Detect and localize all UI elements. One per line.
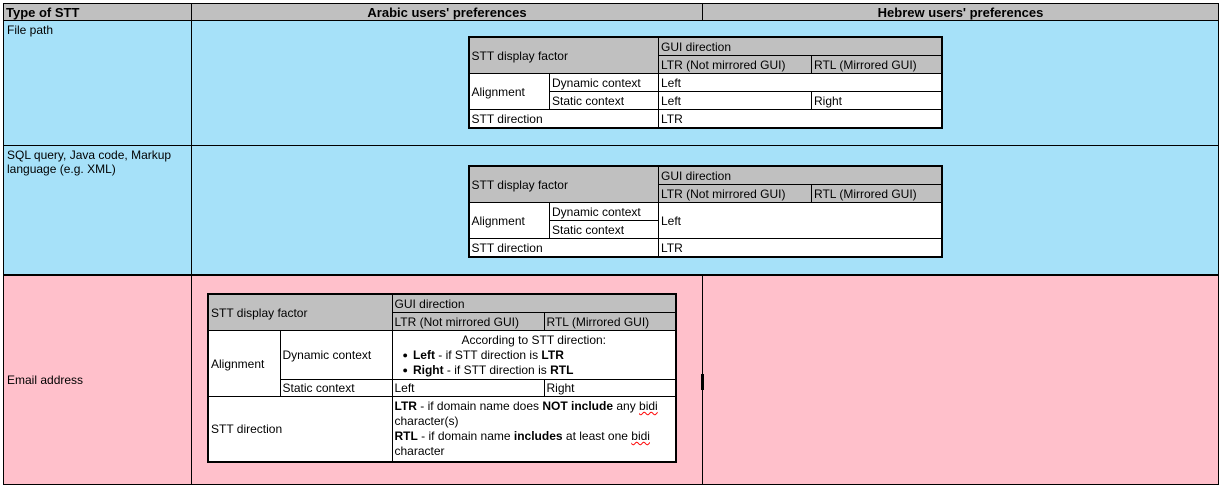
direction-rule-ltr: LTR - if domain name does NOT include an… (394, 398, 658, 428)
dynamic-bullet-item: ● Left - if STT direction is LTR (395, 348, 674, 363)
subtable-gui-columns-row: LTR (Not mirrored GUI) RTL (Mirrored GUI… (208, 312, 677, 331)
stt-direction-label: STT direction (207, 396, 393, 462)
dynamic-bullet-item: ● Right - if STT direction is RTL (395, 363, 674, 378)
subtable-header-row: STT display factor GUI direction (468, 165, 942, 203)
stt-display-factor-header: STT display factor (468, 165, 659, 203)
stt-direction-label: STT direction (468, 109, 659, 129)
rtl-gui-header: RTL (Mirrored GUI) (811, 184, 942, 203)
file-path-static-rtl-value: Right (811, 91, 942, 110)
caret-artifact (701, 374, 704, 390)
subtable-header-row: STT display factor GUI direction (468, 36, 942, 74)
gui-direction-header: GUI direction (658, 36, 942, 56)
row-label-file-path: File path (3, 20, 192, 146)
static-context-row: Static context Left Right (469, 91, 942, 110)
subtable-header-row: STT display factor GUI direction (207, 293, 677, 331)
row-label-sql-java-markup: SQL query, Java code, Markup language (e… (3, 145, 192, 276)
static-context-row: Static context Left Right (208, 379, 677, 397)
alignment-label: Alignment (468, 202, 550, 239)
bullet-icon: ● (402, 364, 408, 375)
subtable-gui-columns-row: LTR (Not mirrored GUI) RTL (Mirrored GUI… (469, 184, 942, 203)
static-context-label: Static context (279, 379, 393, 397)
file-path-static-ltr-value: Left (658, 91, 812, 110)
dynamic-context-label: Dynamic context (549, 73, 659, 92)
row-email-address: Email address STT display factor GUI dir… (3, 274, 1219, 485)
stt-display-factor-header: STT display factor (468, 36, 659, 74)
email-dynamic-value-cell: According to STT direction: ● Left - if S… (391, 330, 677, 380)
rtl-gui-header: RTL (Mirrored GUI) (543, 312, 677, 331)
email-hebrew-preferences-cell-empty (702, 274, 1219, 485)
stt-direction-row: STT direction LTR (468, 109, 942, 129)
ltr-gui-header: LTR (Not mirrored GUI) (658, 184, 812, 203)
header-row: Type of STT Arabic users' preferences He… (3, 3, 1219, 21)
direction-rule-rtl: RTL - if domain name includes at least o… (394, 428, 650, 458)
alignment-label: Alignment (468, 73, 550, 110)
rtl-gui-header: RTL (Mirrored GUI) (811, 55, 942, 74)
row-label-email-address: Email address (3, 274, 192, 485)
sql-preferences-cell: STT display factor GUI direction LTR (No… (191, 145, 1219, 276)
bullet-text: Left - if STT direction is LTR (412, 347, 564, 362)
bullet-text: Right - if STT direction is RTL (412, 362, 574, 377)
ltr-gui-header: LTR (Not mirrored GUI) (391, 312, 545, 331)
email-static-ltr-value: Left (391, 379, 545, 397)
file-path-dynamic-value: Left (658, 73, 942, 92)
ltr-gui-header: LTR (Not mirrored GUI) (658, 55, 812, 74)
email-direction-value-cell: LTR - if domain name does NOT include an… (391, 396, 677, 462)
subtable-gui-columns-row: LTR (Not mirrored GUI) RTL (Mirrored GUI… (469, 55, 942, 74)
email-arabic-preferences-cell: STT display factor GUI direction LTR (No… (191, 274, 703, 485)
sql-direction-value: LTR (658, 238, 942, 258)
row-file-path: File path STT display factor GUI directi… (3, 20, 1219, 146)
alignment-label: Alignment (207, 330, 281, 397)
sql-dynamic-value: Left (658, 202, 942, 239)
dynamic-context-row: Alignment Dynamic context Left (468, 202, 942, 239)
sql-subtable: STT display factor GUI direction LTR (No… (467, 165, 943, 258)
static-context-label: Static context (549, 91, 659, 110)
stt-display-factor-header: STT display factor (207, 293, 393, 331)
static-context-row: Static context (469, 220, 942, 239)
email-static-rtl-value: Right (543, 379, 677, 397)
gui-direction-header: GUI direction (658, 165, 942, 185)
stt-direction-label: STT direction (468, 238, 659, 258)
col-header-type-of-stt: Type of STT (3, 3, 192, 21)
stt-preferences-table: Type of STT Arabic users' preferences He… (3, 3, 1219, 485)
col-header-arabic-preferences: Arabic users' preferences (191, 3, 703, 21)
dynamic-context-label: Dynamic context (549, 202, 659, 221)
row-sql-java-markup: SQL query, Java code, Markup language (e… (3, 145, 1219, 276)
bullet-icon: ● (402, 349, 408, 360)
dynamic-context-label: Dynamic context (279, 330, 393, 380)
file-path-direction-value: LTR (658, 109, 942, 129)
file-path-preferences-cell: STT display factor GUI direction LTR (No… (191, 20, 1219, 146)
static-context-label: Static context (549, 220, 659, 239)
email-subtable: STT display factor GUI direction LTR (No… (207, 293, 677, 463)
dynamic-context-row: Alignment Dynamic context Left (468, 73, 942, 110)
dynamic-context-row: Alignment Dynamic context According to S… (207, 330, 677, 397)
stt-direction-row: STT direction LTR - if domain name does … (207, 396, 677, 462)
file-path-subtable: STT display factor GUI direction LTR (No… (467, 36, 943, 129)
stt-direction-row: STT direction LTR (468, 238, 942, 258)
dynamic-intro-text: According to STT direction: (461, 332, 606, 347)
gui-direction-header: GUI direction (391, 293, 677, 313)
col-header-hebrew-preferences: Hebrew users' preferences (702, 3, 1219, 21)
